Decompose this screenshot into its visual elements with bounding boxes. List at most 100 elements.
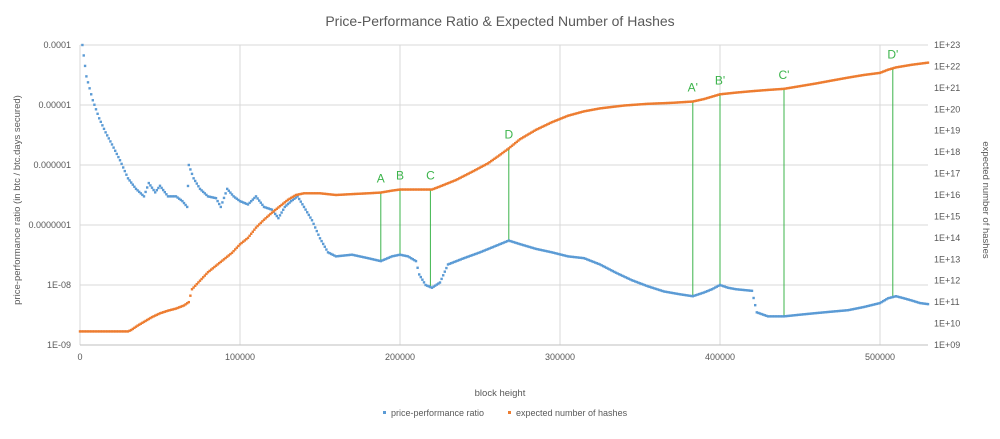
data-point xyxy=(632,103,635,107)
data-point xyxy=(237,198,240,202)
data-point xyxy=(126,330,130,333)
data-point xyxy=(861,74,864,77)
data-point xyxy=(366,256,370,260)
data-point xyxy=(490,246,493,249)
data-point xyxy=(778,87,781,91)
data-point xyxy=(781,87,784,91)
data-point xyxy=(782,87,786,91)
data-point xyxy=(293,194,296,198)
data-point xyxy=(859,306,862,309)
data-point xyxy=(840,77,843,80)
data-point xyxy=(482,249,485,253)
data-point xyxy=(701,291,704,295)
data-point xyxy=(82,330,85,333)
data-point xyxy=(656,102,659,105)
data-point xyxy=(662,290,666,293)
data-point xyxy=(296,193,299,196)
data-point xyxy=(310,192,314,195)
data-point xyxy=(112,146,115,149)
data-point xyxy=(565,254,568,258)
data-point xyxy=(910,63,914,66)
data-point xyxy=(149,184,152,187)
data-point xyxy=(573,112,576,116)
data-point xyxy=(922,62,925,65)
data-point xyxy=(122,330,125,333)
data-point xyxy=(851,308,854,311)
data-point xyxy=(242,240,245,243)
data-point xyxy=(80,330,83,333)
data-point xyxy=(195,282,198,286)
data-point xyxy=(93,330,96,333)
data-point xyxy=(883,299,886,302)
data-point xyxy=(286,198,290,201)
data-point xyxy=(698,98,701,102)
data-point xyxy=(429,188,432,191)
data-point xyxy=(619,104,622,108)
data-point xyxy=(856,74,859,78)
data-point xyxy=(598,107,602,110)
data-point xyxy=(486,247,490,251)
data-point xyxy=(506,148,509,151)
data-point xyxy=(178,197,181,200)
data-point xyxy=(445,266,448,270)
data-point xyxy=(896,295,899,298)
data-point xyxy=(736,91,739,94)
data-point xyxy=(893,295,896,298)
data-point xyxy=(453,260,456,264)
data-point xyxy=(683,293,686,297)
data-point xyxy=(427,285,430,288)
data-point xyxy=(755,311,758,314)
data-point xyxy=(501,241,504,245)
data-point xyxy=(270,211,274,214)
data-point xyxy=(622,275,626,278)
data-point xyxy=(368,192,371,195)
axis-layer: 0 100000 200000 300000 400000 500000 0.0001 0.0… xyxy=(28,40,960,362)
data-point xyxy=(568,255,571,258)
data-point xyxy=(805,83,808,87)
data-point xyxy=(747,289,750,292)
data-point xyxy=(664,101,667,105)
data-point xyxy=(226,187,229,191)
data-point xyxy=(206,270,210,274)
data-point xyxy=(102,127,106,131)
data-point xyxy=(691,100,694,103)
data-point xyxy=(541,249,544,252)
y-left-tick-label: 0.000001 xyxy=(33,160,71,170)
data-point xyxy=(568,114,571,117)
data-point xyxy=(677,292,680,296)
data-point xyxy=(115,152,118,156)
data-point xyxy=(635,103,638,106)
data-point xyxy=(901,65,904,68)
data-point xyxy=(109,140,112,143)
data-point xyxy=(733,287,736,291)
data-point xyxy=(373,258,376,261)
data-point xyxy=(843,77,846,80)
data-point xyxy=(139,322,142,325)
series-expected-hashes xyxy=(78,61,930,333)
data-point xyxy=(666,290,669,294)
y-left-tick-label: 1E-08 xyxy=(47,280,71,290)
data-point xyxy=(216,199,219,203)
data-point xyxy=(504,240,507,244)
data-point xyxy=(837,78,840,81)
data-point xyxy=(614,271,618,274)
data-point xyxy=(354,254,357,257)
data-point xyxy=(613,270,616,274)
data-point xyxy=(374,258,378,262)
data-point xyxy=(917,62,920,66)
data-point xyxy=(165,193,168,196)
data-point xyxy=(786,87,789,90)
data-point xyxy=(680,293,683,296)
data-point xyxy=(672,101,675,104)
data-point xyxy=(275,207,278,210)
data-point xyxy=(698,292,701,296)
data-point xyxy=(554,251,557,255)
data-point xyxy=(904,64,907,68)
y-right-tick-label: 1E+13 xyxy=(934,254,960,264)
marker-label: C' xyxy=(779,68,790,82)
data-point xyxy=(246,236,250,240)
data-point xyxy=(123,330,126,333)
data-point xyxy=(827,79,830,83)
data-point xyxy=(918,62,922,65)
data-point xyxy=(595,261,598,265)
